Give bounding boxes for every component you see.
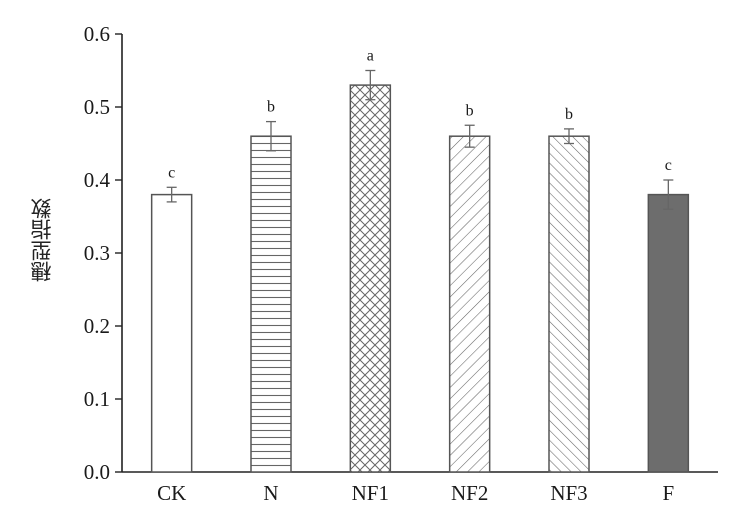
significance-letter: c <box>168 164 175 181</box>
significance-letter: b <box>466 102 474 119</box>
bars: c b a b b c <box>150 48 690 473</box>
bar-nf1 <box>349 84 392 473</box>
axes: 0.0 0.1 0.2 0.3 0.4 0.5 0.6 CK N NF1 NF2 NF3 F <box>84 22 718 505</box>
bar-n <box>250 135 292 473</box>
x-tick-label: F <box>662 481 674 505</box>
significance-letter: a <box>367 48 374 65</box>
bar-nf3 <box>548 135 590 473</box>
x-tick-label: NF1 <box>352 481 389 505</box>
significance-letter: b <box>565 106 573 123</box>
bar-nf2 <box>448 135 491 473</box>
significance-letter: b <box>267 99 275 116</box>
x-tick-label: CK <box>157 481 186 505</box>
bar-f <box>647 193 690 473</box>
x-tick-label: N <box>263 481 278 505</box>
y-tick-label: 0.2 <box>84 314 110 338</box>
x-tick-label: NF3 <box>550 481 587 505</box>
x-tick-label: NF2 <box>451 481 488 505</box>
significance-letter: c <box>665 157 672 174</box>
y-tick-label: 0.1 <box>84 387 110 411</box>
y-tick-label: 0.3 <box>84 241 110 265</box>
y-tick-label: 0.0 <box>84 460 110 484</box>
y-tick-label: 0.4 <box>84 168 111 192</box>
y-tick-label: 0.5 <box>84 95 110 119</box>
y-tick-label: 0.6 <box>84 22 110 46</box>
bar-ck <box>150 193 193 473</box>
